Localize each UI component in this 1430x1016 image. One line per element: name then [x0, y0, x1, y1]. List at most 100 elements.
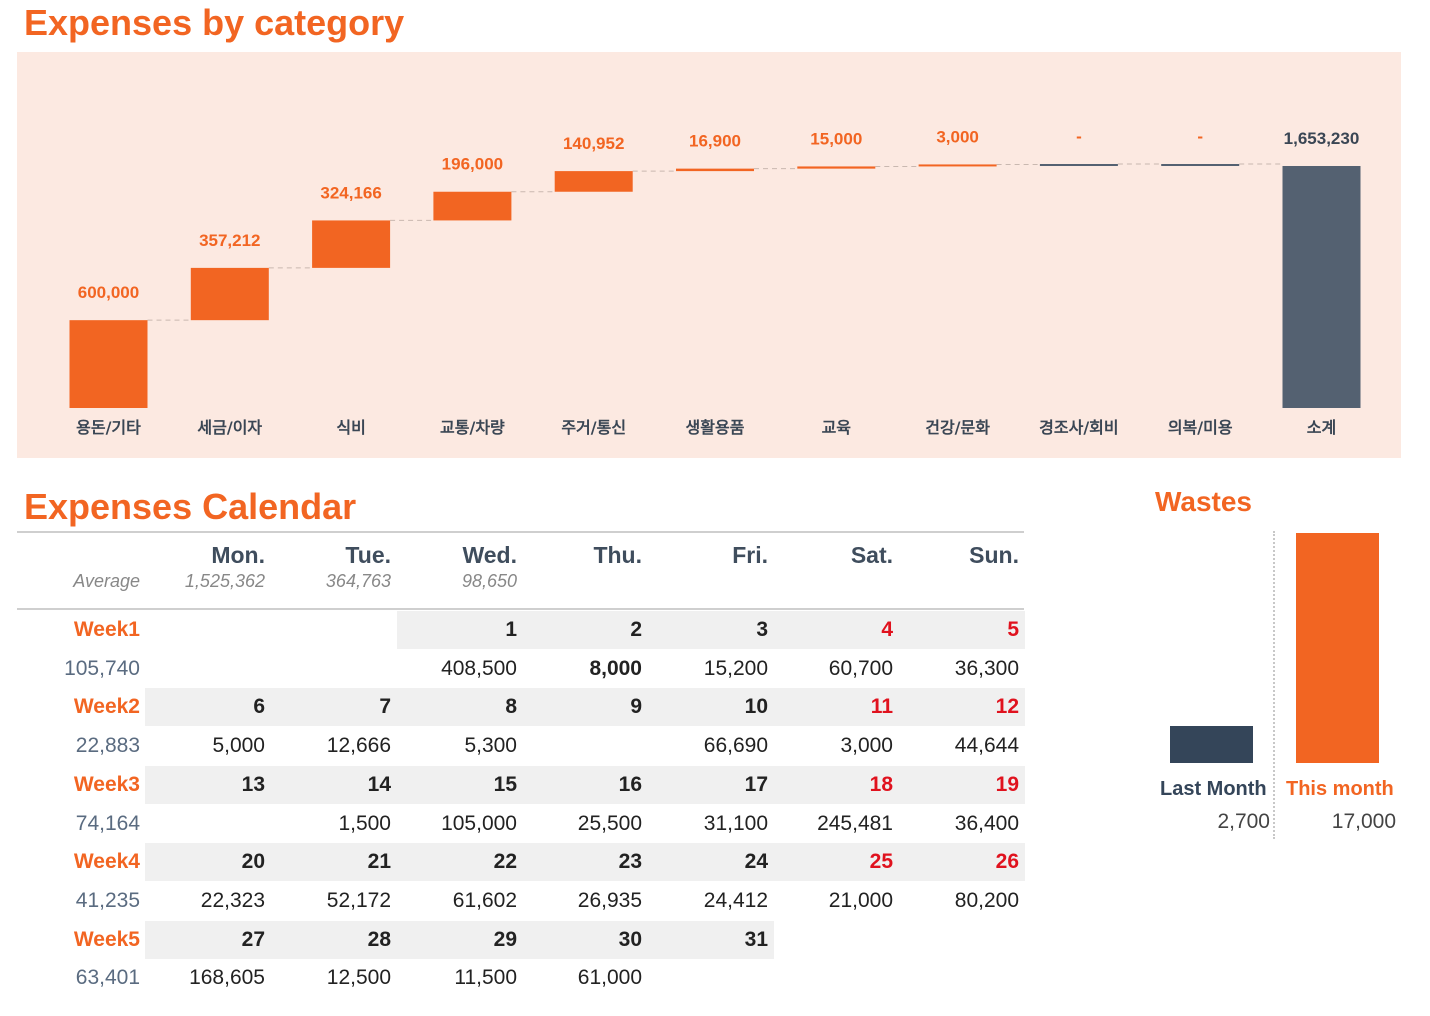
daily-amount: 11,500 — [454, 966, 517, 990]
daily-amount: 168,605 — [189, 966, 265, 990]
date-number: 11 — [870, 695, 893, 719]
daily-amount: 5,300 — [464, 734, 517, 758]
day-header-thu: Thu. — [593, 542, 642, 568]
category-label-yongdon: 용돈/기타 — [76, 418, 141, 437]
daily-amount: 60,700 — [828, 656, 893, 680]
date-number: 8 — [505, 695, 517, 719]
data-label-sikbi: 324,166 — [320, 183, 381, 202]
category-label-geongang: 건강/문화 — [925, 418, 990, 437]
date-cell-bg — [899, 611, 1025, 649]
date-cell-bg — [648, 920, 774, 959]
daily-amount: 61,000 — [577, 966, 642, 990]
date-number: 26 — [995, 850, 1019, 874]
week-total: 22,883 — [75, 734, 140, 758]
date-cell-bg — [145, 920, 271, 959]
date-number: 10 — [744, 695, 768, 719]
date-number: 7 — [379, 695, 391, 719]
day-average-mon: 1,525,362 — [184, 571, 265, 591]
bar-segeum — [190, 267, 269, 321]
category-label-gyoyuk: 교육 — [822, 418, 852, 437]
data-label-gyeongjosa: - — [1076, 127, 1082, 146]
date-number: 3 — [756, 618, 768, 641]
wastes-divider — [1273, 531, 1275, 839]
date-cell-bg — [397, 843, 523, 882]
date-cell-bg — [899, 688, 1025, 727]
date-cell-bg — [522, 688, 648, 727]
date-cell-bg — [522, 843, 648, 882]
week-total: 63,401 — [75, 966, 140, 990]
bar-jugeo — [554, 171, 633, 192]
average-label: Average — [73, 571, 140, 591]
daily-amount: 36,300 — [954, 656, 1019, 680]
wastes-label-last-month: Last Month — [1160, 778, 1267, 800]
day-header-fri: Fri. — [732, 542, 768, 568]
date-number: 6 — [253, 695, 265, 719]
category-label-jugeo: 주거/통신 — [561, 418, 626, 437]
date-cell-bg — [899, 843, 1025, 882]
daily-amount: 66,690 — [703, 734, 768, 758]
date-number: 14 — [367, 772, 391, 796]
data-label-sogye: 1,653,230 — [1284, 129, 1360, 148]
date-cell-bg — [522, 920, 648, 959]
data-label-saenghwal: 16,900 — [689, 132, 741, 151]
date-number: 4 — [881, 618, 893, 641]
date-number: 19 — [995, 772, 1019, 796]
bar-gyeongjosa — [1039, 164, 1118, 166]
data-label-gyotong: 196,000 — [442, 155, 503, 174]
expenses-calendar: Average Mon. 1,525,362 Tue. 364,763 Wed. 98,65… — [17, 531, 1025, 1001]
date-number: 31 — [744, 927, 768, 951]
date-number: 25 — [869, 850, 893, 874]
category-label-sogye: 소계 — [1307, 418, 1336, 437]
date-cell-bg — [773, 688, 899, 727]
date-cell-bg — [899, 765, 1025, 804]
daily-amount: 105,000 — [441, 811, 517, 835]
date-number: 18 — [869, 772, 893, 796]
category-label-segeum: 세금/이자 — [197, 418, 262, 437]
daily-amount: 52,172 — [326, 889, 391, 912]
wastes-value-this-month: 17,000 — [1331, 810, 1396, 833]
wastes-label-this-month: This month — [1286, 778, 1394, 800]
data-label-yongdon: 600,000 — [78, 283, 139, 302]
day-header-mon: Mon. — [211, 542, 265, 568]
date-cell-bg — [397, 688, 523, 727]
date-cell-bg — [145, 843, 271, 882]
date-cell-bg — [773, 765, 899, 804]
date-cell-bg — [271, 688, 397, 727]
date-number: 20 — [241, 850, 265, 874]
daily-amount: 80,200 — [954, 889, 1019, 912]
wastes-bar-this-month — [1296, 533, 1379, 763]
day-average-tue: 364,763 — [325, 571, 391, 591]
calendar-header-rule — [17, 608, 1024, 610]
day-header-wed: Wed. — [462, 542, 517, 568]
day-header-sun: Sun. — [969, 542, 1019, 568]
date-number: 24 — [744, 850, 768, 874]
daily-amount: 31,100 — [703, 811, 768, 835]
date-cell-bg — [271, 920, 397, 959]
date-cell-bg — [271, 843, 397, 882]
date-number: 29 — [493, 927, 517, 951]
date-number: 13 — [241, 772, 265, 796]
date-cell-bg — [648, 765, 774, 804]
wastes-value-last-month: 2,700 — [1217, 810, 1270, 833]
data-label-jugeo: 140,952 — [563, 134, 624, 153]
category-label-gyotong: 교통/차량 — [440, 418, 505, 437]
bar-gyoyuk — [797, 166, 876, 169]
bar-gyotong — [433, 191, 512, 221]
daily-amount: 245,481 — [817, 811, 893, 835]
week-total: 74,164 — [75, 811, 140, 835]
bar-sikbi — [312, 220, 391, 268]
daily-amount: 36,400 — [954, 811, 1019, 835]
data-label-gyoyuk: 15,000 — [810, 129, 862, 148]
daily-amount: 22,323 — [200, 889, 265, 912]
daily-amount: 12,666 — [326, 734, 391, 758]
date-cell-bg — [145, 688, 271, 727]
daily-amount: 1,500 — [338, 811, 391, 835]
wastes-bar-last-month — [1170, 726, 1253, 763]
data-label-segeum: 357,212 — [199, 231, 260, 250]
daily-amount: 15,200 — [703, 656, 768, 680]
date-number: 1 — [505, 618, 517, 641]
data-label-uibok: - — [1197, 127, 1203, 146]
date-cell-bg — [145, 765, 271, 804]
daily-amount: 3,000 — [840, 734, 893, 758]
date-number: 30 — [618, 927, 642, 951]
